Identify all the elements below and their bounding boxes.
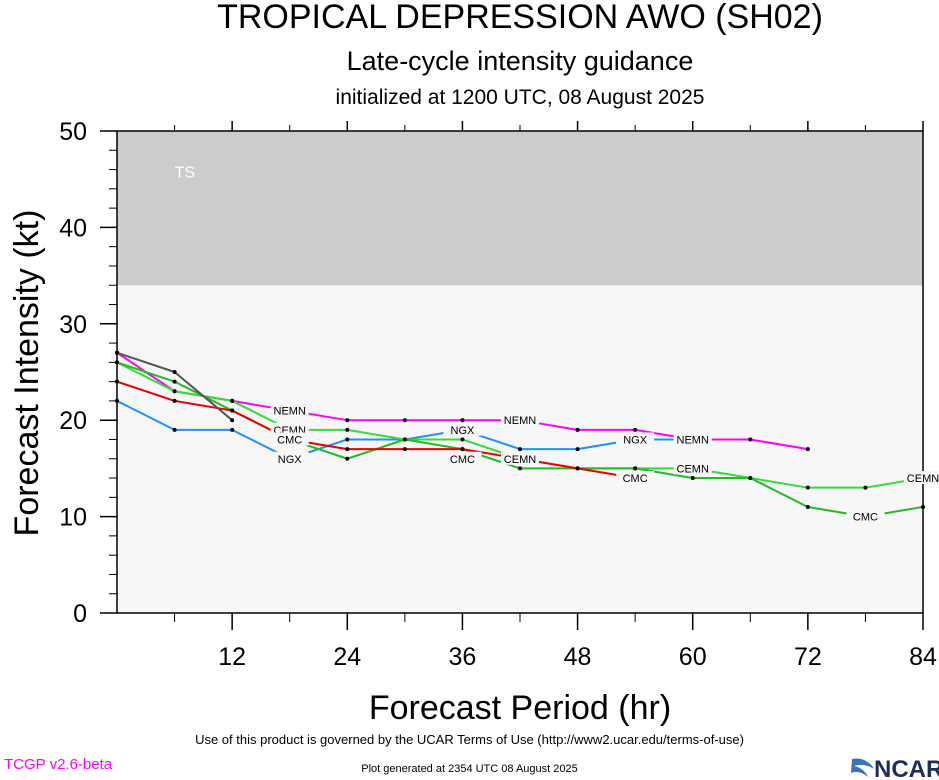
data-point: [575, 466, 580, 471]
version-label: TCGP v2.6-beta: [4, 756, 113, 773]
y-tick-label: 10: [59, 504, 87, 532]
series-label-bg: [501, 413, 539, 427]
data-point: [172, 398, 177, 403]
data-point: [518, 447, 522, 452]
ts-intensity-band: [117, 131, 923, 286]
data-point: [230, 398, 235, 403]
data-point: [115, 360, 119, 365]
ncar-logo-mark: [851, 758, 874, 777]
series-label-bg: [270, 451, 309, 465]
data-point: [575, 427, 580, 432]
data-point: [921, 504, 925, 509]
data-point: [345, 447, 350, 452]
series-label-bg: [616, 471, 655, 485]
y-axis-label: Forecast Intensity (kt): [8, 210, 46, 537]
data-point: [172, 427, 177, 432]
terms-of-use-text: Use of this product is governed by the U…: [195, 732, 744, 747]
axes: 0 10 20 30 40 50 12 24 36 48 60 72 84: [59, 118, 937, 671]
data-point: [863, 485, 868, 490]
series-label-bg: [270, 403, 309, 417]
chart-subtitle: Late-cycle intensity guidance: [347, 46, 694, 76]
plot-generated-text: Plot generated at 2354 UTC 08 August 202…: [361, 763, 578, 775]
series-labels: NEMNNEMNNEMNNGXNGXNGXCEMNCEMNCEMNCEMNCMC…: [270, 403, 939, 524]
series-label-bg: [443, 451, 482, 465]
series-label: NEMN: [677, 434, 709, 446]
x-tick-label: 48: [564, 643, 592, 671]
series-label: CEMN: [677, 463, 709, 475]
x-tick-label: 84: [909, 643, 937, 671]
data-point: [115, 379, 119, 384]
data-point: [518, 466, 522, 471]
data-point: [690, 476, 695, 481]
data-point: [748, 437, 753, 442]
ncar-logo-text: NCAR: [874, 756, 939, 780]
data-point: [230, 418, 235, 423]
y-tick-label: 20: [59, 407, 87, 435]
data-point: [345, 456, 350, 461]
data-point: [575, 447, 580, 452]
data-point: [172, 379, 177, 384]
series-label: NGX: [623, 434, 648, 446]
data-point: [460, 437, 465, 442]
data-point: [460, 447, 465, 452]
series-label: CMC: [277, 434, 302, 446]
data-point: [402, 418, 407, 423]
data-point: [115, 398, 119, 403]
x-tick-label: 24: [333, 643, 361, 671]
data-point: [230, 427, 235, 432]
series-line-unnamed: [116, 380, 636, 480]
x-tick-label: 72: [794, 643, 822, 671]
series-label: CMC: [450, 454, 475, 466]
series-label: NEMN: [274, 406, 306, 418]
series-label: NGX: [451, 425, 476, 437]
x-tick-label: 12: [218, 643, 246, 671]
data-point: [805, 485, 810, 490]
series-label-bg: [673, 432, 712, 446]
series-label: CMC: [853, 512, 878, 524]
series-label: CEMN: [907, 473, 939, 485]
chart-title: TROPICAL DEPRESSION AWO (SH02): [217, 0, 823, 36]
series-label-bg: [616, 432, 655, 446]
y-tick-label: 30: [59, 311, 87, 339]
data-point: [748, 476, 753, 481]
data-point: [633, 466, 638, 471]
data-point: [805, 447, 810, 452]
y-tick-label: 40: [59, 214, 87, 242]
series-label-bg: [443, 422, 482, 436]
x-axis-label: Forecast Period (hr): [369, 689, 671, 727]
y-tick-label: 50: [59, 118, 87, 146]
y-tick-label: 0: [73, 600, 87, 628]
series-label: NEMN: [504, 415, 536, 427]
series-label-bg: [904, 471, 939, 485]
series-label-bg: [673, 461, 712, 475]
data-point: [345, 437, 350, 442]
data-point: [460, 418, 465, 423]
x-tick-label: 36: [449, 643, 477, 671]
ncar-logo: NCAR: [851, 756, 939, 780]
data-point: [115, 350, 119, 355]
data-point: [633, 427, 638, 432]
plot-area: TS: [117, 131, 923, 613]
x-tick-label: 60: [679, 643, 707, 671]
series-label: NGX: [278, 454, 303, 466]
data-point: [805, 504, 810, 509]
series-label: CEMN: [504, 454, 536, 466]
series-label-bg: [846, 509, 885, 523]
data-point: [172, 389, 177, 394]
data-point: [402, 437, 407, 442]
init-time-label: initialized at 1200 UTC, 08 August 2025: [336, 86, 705, 109]
ts-band-label: TS: [175, 164, 195, 181]
series-label-bg: [501, 451, 539, 465]
data-point: [345, 427, 350, 432]
series-label-bg: [270, 432, 309, 446]
data-point: [345, 418, 350, 423]
data-point: [230, 408, 235, 413]
data-point: [402, 447, 407, 452]
series-label: CMC: [623, 473, 648, 485]
data-point: [172, 370, 177, 374]
